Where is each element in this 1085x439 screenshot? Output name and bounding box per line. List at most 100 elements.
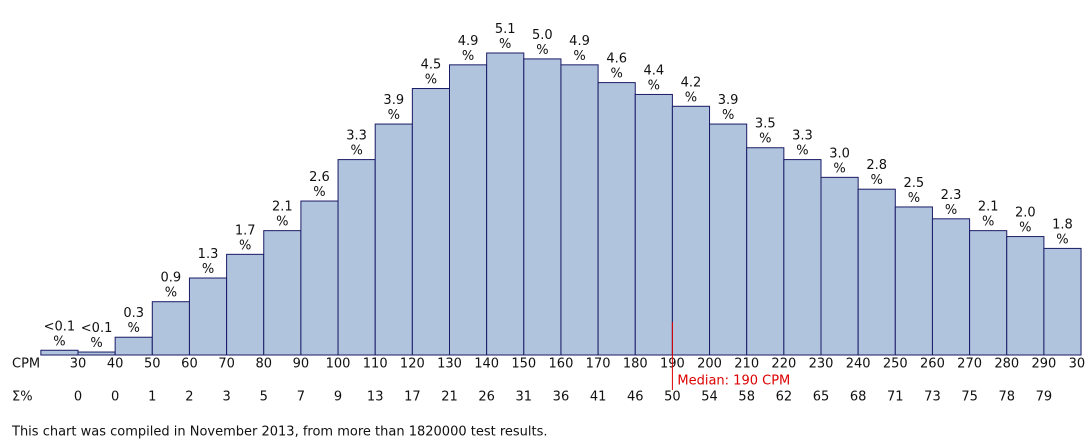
cumulative-label: Σ% — [12, 390, 33, 405]
bar — [486, 52, 525, 356]
x-tick-label: 230 — [809, 357, 834, 372]
bar — [411, 88, 451, 356]
cumulative-value: 58 — [738, 390, 755, 405]
x-tick-label: 200 — [697, 357, 722, 372]
cumulative-value: 0 — [74, 390, 82, 405]
cumulative-value: 50 — [664, 390, 681, 405]
x-tick-label: 210 — [734, 357, 759, 372]
cumulative-value: 46 — [627, 390, 644, 405]
bar-value-label: 2.0% — [1015, 205, 1036, 235]
bar — [226, 253, 265, 356]
bar — [1043, 247, 1082, 356]
cumulative-value: 2 — [185, 390, 193, 405]
x-tick-label: 100 — [326, 357, 351, 372]
cumulative-value: 31 — [516, 390, 533, 405]
x-tick-label: 170 — [586, 357, 611, 372]
cumulative-value: 3 — [222, 390, 230, 405]
bar — [523, 58, 562, 356]
bar-value-label: 2.5% — [904, 175, 925, 205]
bar-value-label: 4.9% — [569, 33, 590, 63]
x-tick-label: 290 — [1031, 357, 1056, 372]
cumulative-value: 41 — [590, 390, 607, 405]
bar-value-label: 3.3% — [346, 128, 367, 158]
x-tick-label: 240 — [846, 357, 871, 372]
cumulative-value: 5 — [260, 390, 268, 405]
cumulative-value: 0 — [111, 390, 119, 405]
bar-value-label: 1.7% — [235, 223, 256, 253]
x-tick-label: 40 — [107, 357, 124, 372]
bar — [449, 64, 488, 356]
bar-value-label: 2.8% — [866, 158, 887, 188]
cumulative-value: 21 — [441, 390, 458, 405]
x-tick-label: 220 — [771, 357, 796, 372]
bar-value-label: 4.5% — [421, 57, 442, 87]
bar — [151, 301, 190, 356]
cumulative-value: 7 — [297, 390, 305, 405]
bar — [1006, 236, 1045, 356]
cumulative-value: 54 — [701, 390, 718, 405]
bar-value-label: 3.3% — [792, 128, 813, 158]
x-tick-label: 110 — [363, 357, 388, 372]
bar — [300, 200, 339, 356]
bar-value-label: 5.0% — [532, 27, 553, 57]
x-tick-label: 60 — [181, 357, 198, 372]
cumulative-value: 17 — [404, 390, 421, 405]
x-tick-label: 90 — [293, 357, 310, 372]
bar-value-label: 3.9% — [718, 93, 739, 123]
cumulative-value: 26 — [478, 390, 495, 405]
x-tick-label: 270 — [957, 357, 982, 372]
bar — [560, 64, 599, 356]
x-tick-label: 250 — [883, 357, 908, 372]
bar — [188, 277, 228, 356]
bar — [634, 93, 673, 356]
bar — [337, 159, 376, 356]
bar — [709, 123, 748, 356]
x-tick-label: 70 — [218, 357, 235, 372]
bar — [820, 176, 859, 356]
x-tick-label: 80 — [255, 357, 272, 372]
bar — [374, 123, 413, 356]
bar — [114, 336, 153, 356]
bar — [671, 105, 711, 356]
bar-value-label: 5.1% — [495, 22, 516, 52]
x-tick-label: 300 — [1069, 357, 1085, 372]
x-tick-label: 30 — [70, 357, 87, 372]
bar — [77, 351, 116, 356]
bar-value-label: 4.4% — [643, 63, 664, 93]
bar-value-label: 4.6% — [606, 51, 627, 81]
cumulative-value: 71 — [887, 390, 904, 405]
x-tick-label: 50 — [144, 357, 161, 372]
x-tick-label: 150 — [511, 357, 536, 372]
bar-value-label: 3.5% — [755, 116, 776, 146]
cumulative-value: 79 — [1036, 390, 1053, 405]
bar-value-label: 2.1% — [272, 199, 293, 229]
bar — [746, 147, 785, 356]
x-tick-label: 130 — [437, 357, 462, 372]
bar — [597, 82, 636, 356]
bar — [969, 230, 1008, 356]
bar-value-label: 4.9% — [458, 33, 479, 63]
cumulative-value: 9 — [334, 390, 342, 405]
x-tick-label: 180 — [623, 357, 648, 372]
x-axis-label: CPM — [12, 357, 40, 372]
bar — [783, 159, 822, 356]
bar-value-label: 2.3% — [941, 187, 962, 217]
x-tick-label: 140 — [474, 357, 499, 372]
bar — [894, 206, 933, 356]
bar-value-label: 0.9% — [161, 270, 182, 300]
cumulative-value: 36 — [553, 390, 570, 405]
bar-value-label: <0.1% — [81, 321, 113, 351]
bar — [857, 188, 896, 356]
footnote: This chart was compiled in November 2013… — [11, 425, 548, 439]
x-tick-label: 120 — [400, 357, 425, 372]
cumulative-value: 1 — [148, 390, 156, 405]
bar-value-label: 1.3% — [198, 247, 219, 277]
bar-value-label: 0.3% — [123, 306, 144, 336]
bar-value-label: 3.0% — [829, 146, 850, 176]
bar — [263, 230, 302, 356]
bar-value-label: 2.1% — [978, 199, 999, 229]
bar-value-label: 3.9% — [383, 93, 404, 123]
cumulative-value: 78 — [998, 390, 1015, 405]
cumulative-value: 75 — [961, 390, 978, 405]
